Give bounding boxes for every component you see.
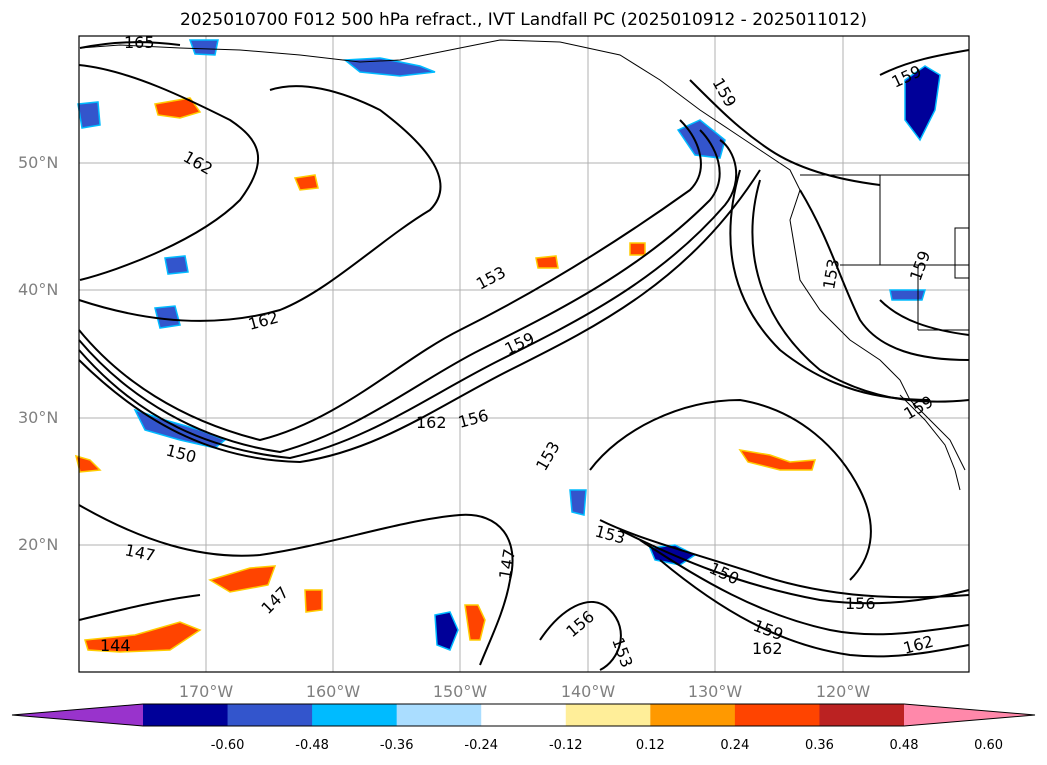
coastline-alaska [79, 39, 966, 471]
coastline-baja [899, 394, 961, 491]
contour-lon-inner-2 [751, 179, 970, 403]
colorbar-extend-high [904, 704, 1035, 726]
colorbar-tick-label: 0.24 [720, 738, 750, 753]
map-background [79, 36, 969, 672]
contour-144 [78, 594, 201, 621]
contour-east-159 [879, 49, 970, 76]
colorbar-segment [565, 704, 651, 726]
contour-159-top [689, 79, 881, 186]
colorbar-tick-label: -0.48 [295, 738, 329, 753]
contour-label: 162 [416, 413, 447, 432]
contour-label: 144 [100, 636, 131, 655]
lon-tick-label: 170°W [178, 682, 234, 701]
colorbar-tick-label: -0.12 [548, 738, 583, 753]
map-frame [78, 35, 970, 673]
contour-150 [78, 169, 761, 464]
colorbar-segment [312, 704, 398, 726]
colorbar-extend-low [12, 704, 143, 726]
colorbar-tick-label: -0.60 [210, 738, 245, 753]
contour-label: 165 [124, 33, 155, 52]
lon-tick-label: 130°W [687, 682, 743, 701]
blob-neg-4 [904, 65, 941, 142]
lat-tick-label: 50°N [18, 153, 59, 172]
blob-neg-6 [434, 611, 459, 651]
contour-156-south [619, 529, 970, 605]
contour-153-a [78, 139, 738, 460]
contour-east-lower [879, 299, 970, 336]
blob-pos-6 [293, 174, 319, 191]
border-states [840, 175, 970, 331]
blob-neg-2 [343, 57, 436, 77]
colorbar-tick-label: 0.48 [889, 738, 919, 753]
colorbar-segment [143, 704, 229, 726]
colorbar-segment [227, 704, 313, 726]
lon-tick-label: 120°W [815, 682, 871, 701]
blob-neg-9 [77, 101, 101, 129]
contour-165 [79, 41, 181, 49]
blob-neg-12 [188, 39, 219, 56]
lon-tick-label: 150°W [432, 682, 488, 701]
contour-147 [78, 504, 514, 666]
colorbar-outline [11, 703, 1036, 727]
blob-pos-4 [738, 448, 817, 471]
blob-neg-11 [889, 289, 927, 301]
lat-tick-label: 20°N [18, 535, 59, 554]
contour-162-mid [78, 85, 442, 322]
colorbar-segment [650, 704, 736, 726]
contour-156-a [78, 129, 721, 454]
contour-162-north [78, 64, 259, 281]
colorbar-segment [819, 704, 905, 726]
blob-neg-7 [154, 305, 181, 329]
contour-159-south [639, 539, 970, 636]
colorbar-tick-label: -0.24 [464, 738, 499, 753]
contour-label: 156 [845, 594, 876, 613]
colorbar-tick-label: 0.60 [974, 738, 1004, 753]
blob-neg-8 [164, 255, 189, 275]
lon-tick-label: 160°W [305, 682, 361, 701]
blob-pos-2 [84, 621, 202, 653]
contour-label: 162 [752, 639, 783, 658]
colorbar-tick-label: 0.12 [635, 738, 665, 753]
colorbar-tick-label: 0.36 [804, 738, 834, 753]
blob-pos-5 [464, 604, 486, 641]
contour-162-south [659, 559, 970, 658]
contour-east-153 [799, 189, 970, 361]
colorbar-segment [481, 704, 567, 726]
contour-south-156-loop [539, 600, 622, 671]
coastlines [79, 39, 970, 491]
chart-title: 2025010700 F012 500 hPa refract., IVT La… [179, 10, 867, 30]
blob-pos-8 [629, 242, 646, 256]
contour-153-b [589, 398, 872, 581]
blob-pos-10 [304, 589, 323, 613]
colorbar [11, 703, 1036, 727]
shading-positive [74, 97, 817, 653]
lat-tick-label: 40°N [18, 280, 59, 299]
blob-pos-3 [208, 565, 277, 593]
lat-tick-label: 30°N [18, 408, 59, 427]
colorbar-tick-label: -0.36 [379, 738, 414, 753]
colorbar-segment [396, 704, 482, 726]
colorbar-segment [734, 704, 820, 726]
contours [78, 41, 970, 671]
blob-pos-7 [535, 255, 559, 269]
contour-150-south [599, 519, 970, 599]
contour-159-a [78, 119, 702, 442]
blob-neg-10 [569, 489, 587, 516]
lon-tick-label: 140°W [560, 682, 616, 701]
